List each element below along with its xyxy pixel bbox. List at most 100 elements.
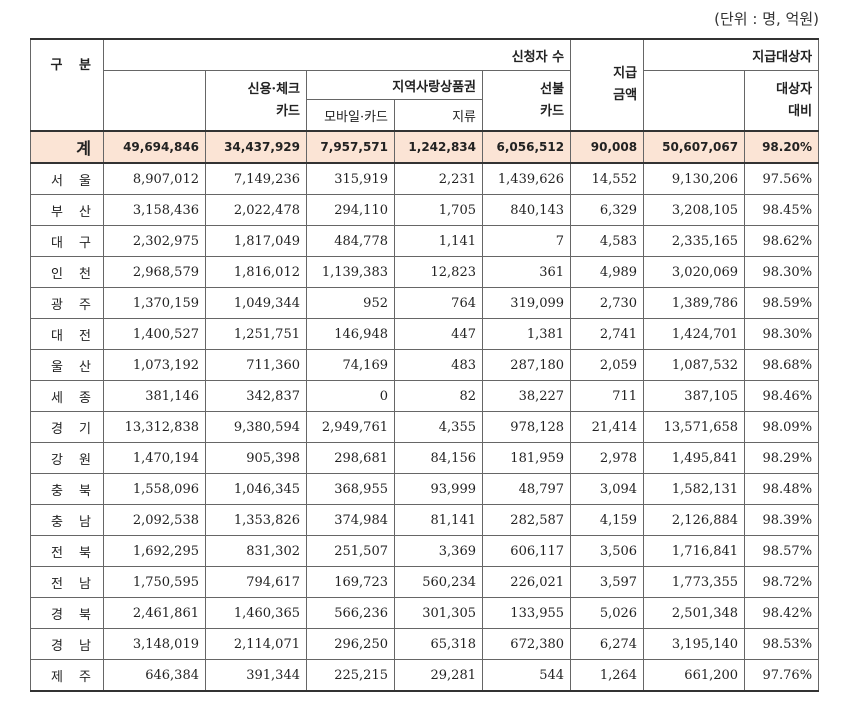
credit-cell: 831,302 [205,535,307,567]
amount-cell: 14,552 [570,162,645,195]
paper-cell: 82 [394,380,483,412]
amount-cell: 6,274 [570,628,645,660]
prepaid-cell: 226,021 [481,566,572,598]
mobile-cell: 298,681 [306,442,395,474]
amount-cell: 3,506 [570,535,645,567]
region-cell: 전 남 [30,566,104,598]
region-cell: 경 북 [30,597,104,629]
total-cell: 1,370,159 [103,287,206,319]
eligible-cell: 1,087,532 [643,349,746,381]
ratio-cell: 98.62% [744,225,820,257]
credit-cell: 1,817,049 [205,225,307,257]
prepaid-cell: 606,117 [481,535,572,567]
mobile-cell: 74,169 [306,349,395,381]
eligible-cell: 2,126,884 [643,504,746,536]
region-cell: 광 주 [30,287,104,319]
table-row: 충 북 1,558,096 1,046,345 368,955 93,999 48,797… [30,473,820,505]
amount-cell: 6,329 [570,194,645,226]
eligible-cell: 661,200 [643,659,746,692]
prepaid-cell: 361 [481,256,572,288]
region-cell: 세 종 [30,380,104,412]
ratio-cell: 98.59% [744,287,820,319]
unit-note: (단위 : 명, 억원) [714,10,819,28]
table-row: 제 주 646,384 391,344 225,215 29,281 544 1,264 66… [30,659,820,692]
paper-cell: 764 [394,287,483,319]
credit-cell: 794,617 [205,566,307,598]
table-row: 인 천 2,968,579 1,816,012 1,139,383 12,823 361 4… [30,256,820,288]
table-row: 경 기 13,312,838 9,380,594 2,949,761 4,355 978,… [30,411,820,443]
mobile-cell: 566,236 [306,597,395,629]
mobile-cell: 169,723 [306,566,395,598]
paper-cell: 29,281 [394,659,483,692]
total-cell: 13,312,838 [103,411,206,443]
prepaid-cell: 7 [481,225,572,257]
header-row-1: 구 분 신청자 수 지급 금액 지급대상자 [30,38,820,132]
table-row: 대 전 1,400,527 1,251,751 146,948 447 1,381 2,74… [30,318,820,350]
mobile-cell: 251,507 [306,535,395,567]
ratio-cell: 98.53% [744,628,820,660]
eligible-cell: 1,495,841 [643,442,746,474]
credit-cell: 2,114,071 [205,628,307,660]
credit-cell: 905,398 [205,442,307,474]
payment-amount-header: 지급 금액 [570,38,645,132]
mobile-cell: 2,949,761 [306,411,395,443]
paper-cell: 1,242,834 [394,130,483,164]
table-row: 부 산 3,158,436 2,022,478 294,110 1,705 840,143… [30,194,820,226]
eligible-cell: 13,571,658 [643,411,746,443]
paper-cell: 81,141 [394,504,483,536]
paper-cell: 483 [394,349,483,381]
mobile-cell: 374,984 [306,504,395,536]
mobile-cell: 225,215 [306,659,395,692]
paper-cell: 1,141 [394,225,483,257]
ratio-cell: 98.09% [744,411,820,443]
paper-cell: 12,823 [394,256,483,288]
amount-cell: 4,989 [570,256,645,288]
mobile-cell: 296,250 [306,628,395,660]
eligible-cell: 1,582,131 [643,473,746,505]
prepaid-cell: 282,587 [481,504,572,536]
applicant-statistics-table: 구 분 신청자 수 지급 금액 지급대상자 신용·체크 카드 지역사랑상품권 선불 카… [30,38,820,692]
eligible-total-header [643,70,746,132]
table-row: 울 산 1,073,192 711,360 74,169 483 287,180 2,059… [30,349,820,381]
amount-cell: 4,159 [570,504,645,536]
region-cell: 부 산 [30,194,104,226]
total-applicants-header [103,70,206,132]
credit-cell: 1,353,826 [205,504,307,536]
mobile-cell: 0 [306,380,395,412]
paper-cell: 2,231 [394,162,483,195]
header-row-3: 모바일·카드 지류 [31,99,819,132]
table-row: 강 원 1,470,194 905,398 298,681 84,156 181,959 2… [30,442,820,474]
prepaid-cell: 48,797 [481,473,572,505]
local-voucher-header: 지역사랑상품권 [306,70,483,100]
credit-cell: 1,046,345 [205,473,307,505]
paper-cell: 65,318 [394,628,483,660]
total-cell: 381,146 [103,380,206,412]
prepaid-cell: 672,380 [481,628,572,660]
credit-cell: 1,816,012 [205,256,307,288]
header-row-2: 신용·체크 카드 지역사랑상품권 선불 카드 대상자 대비 [31,70,820,132]
ratio-cell: 98.45% [744,194,820,226]
mobile-cell: 294,110 [306,194,395,226]
ratio-cell: 98.72% [744,566,820,598]
prepaid-cell: 1,439,626 [481,162,572,195]
amount-cell: 2,730 [570,287,645,319]
ratio-cell: 98.29% [744,442,820,474]
total-cell: 1,470,194 [103,442,206,474]
prepaid-card-header: 선불 카드 [481,70,572,132]
credit-cell: 9,380,594 [205,411,307,443]
region-cell: 충 남 [30,504,104,536]
total-row: 계 49,694,846 34,437,929 7,957,571 1,242,834 6… [30,130,820,164]
mobile-cell: 146,948 [306,318,395,350]
total-cell: 3,148,019 [103,628,206,660]
prepaid-cell: 181,959 [481,442,572,474]
region-cell: 충 북 [30,473,104,505]
amount-cell: 1,264 [570,659,645,692]
mobile-cell: 7,957,571 [306,130,395,164]
table-row: 충 남 2,092,538 1,353,826 374,984 81,141 282,58… [30,504,820,536]
eligible-cell: 1,716,841 [643,535,746,567]
paper-cell: 3,369 [394,535,483,567]
table-row: 경 북 2,461,861 1,460,365 566,236 301,305 133,9… [30,597,820,629]
table-row: 전 북 1,692,295 831,302 251,507 3,369 606,117 3,… [30,535,820,567]
mobile-card-header: 모바일·카드 [306,99,395,132]
amount-cell: 2,059 [570,349,645,381]
